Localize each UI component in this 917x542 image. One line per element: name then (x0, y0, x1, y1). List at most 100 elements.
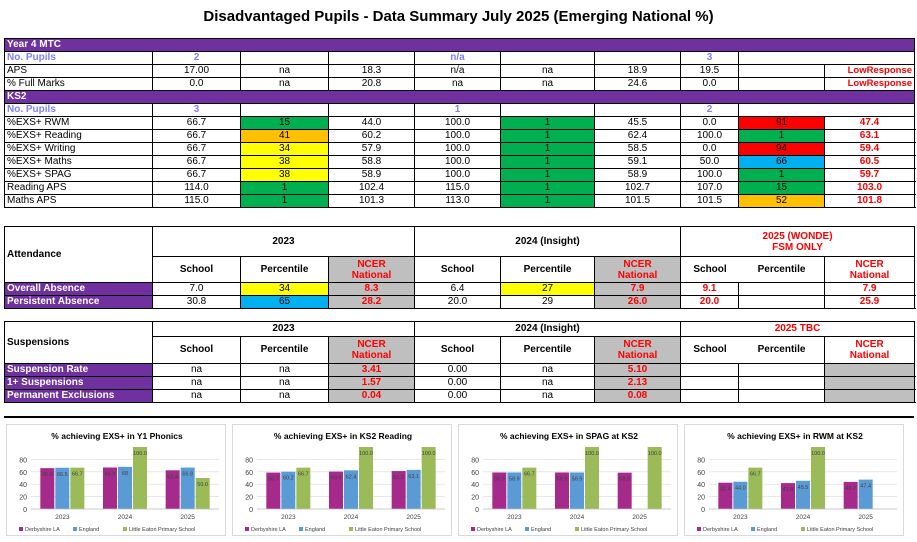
bar-derbyshire-la (843, 481, 858, 509)
value-cell: 20.8 (328, 77, 415, 91)
y-tick-label: 20 (471, 495, 479, 502)
pupils-2025: 2 (680, 103, 739, 117)
data-label: 66.7 (72, 472, 83, 478)
data-label: 68 (122, 471, 128, 477)
legend-swatch (245, 527, 249, 531)
percentile-2025 (738, 376, 826, 390)
school-2024: 100.0 (414, 129, 501, 143)
bar-england (507, 472, 522, 509)
blank-cell (594, 51, 681, 65)
bar-derbyshire-la (391, 471, 406, 509)
bar-little-eaton-primary-school (359, 447, 373, 509)
percentile-2024: 1 (500, 194, 595, 208)
section-header-ks2: KS2 (3, 90, 916, 104)
value-cell: n/a (414, 64, 501, 78)
school-2023: 66.7 (152, 142, 241, 156)
pupils-2023: 3 (152, 103, 241, 117)
national-2024: 58.5 (594, 142, 681, 156)
school-2024: 100.0 (414, 155, 501, 169)
legend-label: Little Eaton Primary School (581, 527, 647, 533)
school-2025: 101.5 (680, 194, 739, 208)
section-header-y4: Year 4 MTC (3, 38, 916, 52)
y-tick-label: 0 (701, 507, 705, 514)
susp-year-2023: 2023 (151, 321, 416, 337)
percentile-2025: 66 (738, 155, 825, 169)
ncer-2023: 0.04 (327, 389, 416, 403)
y-tick-label: 60 (19, 470, 27, 477)
page-title: Disadvantaged Pupils - Data Summary July… (203, 8, 714, 25)
percentile-2024: 1 (500, 142, 595, 156)
row-label: %EXS+ RWM (4, 116, 153, 130)
att-percentile-2024: Percentile (500, 256, 596, 283)
percentile-2024: 1 (500, 181, 595, 195)
national-2023: 102.4 (328, 181, 415, 195)
data-label: 66.7 (750, 472, 761, 478)
percentile-2023: 15 (240, 116, 329, 130)
school-2023: na (152, 363, 241, 377)
y-tick-label: 60 (245, 470, 253, 477)
legend-label: Little Eaton Primary School (355, 527, 421, 533)
legend-swatch (751, 527, 755, 531)
bar-england (344, 470, 358, 509)
section-divider (4, 416, 914, 418)
suspensions-row-label: Permanent Exclusions (4, 389, 153, 403)
data-label: 42.4 (720, 487, 731, 493)
susp-percentile-2024: Percentile (500, 336, 596, 364)
value-cell: 0.0 (680, 77, 739, 91)
chart-title: % achieving EXS+ in RWM at KS2 (727, 431, 863, 441)
bar-derbyshire-la (617, 472, 632, 509)
legend-swatch (73, 527, 77, 531)
data-label: 100.0 (133, 451, 147, 457)
value-cell: 24.6 (594, 77, 681, 91)
ncer-2023: 1.57 (327, 376, 416, 390)
school-2024: 100.0 (414, 116, 501, 130)
attendance-row-label: Overall Absence (4, 282, 153, 296)
bar-england (570, 472, 584, 509)
national-2025: 101.8 (823, 194, 916, 208)
value-cell: na (240, 77, 329, 91)
y-tick-label: 80 (471, 457, 479, 464)
att-ncer-2023: NCER National (327, 256, 416, 283)
percentile-2025 (738, 389, 826, 403)
data-label: 60.2 (283, 476, 294, 482)
value-cell: na (414, 77, 501, 91)
national-2023: 57.9 (328, 142, 415, 156)
att-ncer-2024: NCER National (594, 256, 682, 283)
legend-label: Derbyshire LA (251, 527, 286, 533)
school-2023: 66.7 (152, 168, 241, 182)
percentile-2025 (738, 363, 826, 377)
bar-derbyshire-la (781, 483, 795, 509)
data-label: 66.8 (182, 472, 193, 478)
chart-ks2-reading: % achieving EXS+ in KS2 Reading 0 20 40 60 80… (232, 424, 452, 536)
data-label: 58.9 (494, 476, 505, 482)
bar-little-eaton-primary-school (585, 447, 599, 509)
ncer-2024: 0.08 (594, 389, 682, 403)
percentile-2025: 15 (738, 181, 825, 195)
ncer-2025 (824, 389, 916, 403)
school-2024: 20.0 (414, 295, 502, 309)
percentile-2025: 1 (738, 168, 825, 182)
national-2024: 101.5 (594, 194, 681, 208)
att-ncer-2025: NCER National (824, 256, 916, 283)
legend-swatch (575, 527, 579, 531)
legend-label: Derbyshire LA (477, 527, 512, 533)
blank-cell (594, 103, 681, 117)
bar-derbyshire-la (555, 472, 569, 509)
susp-year-2024: 2024 (Insight) (414, 321, 682, 337)
blank-cell (500, 103, 595, 117)
school-2023: 114.0 (152, 181, 241, 195)
percentile-2023: 41 (240, 129, 329, 143)
susp-school-2025: School Percentile (680, 336, 826, 364)
percentile-2025 (738, 282, 826, 296)
school-2025: 100.0 (680, 129, 739, 143)
y-tick-label: 40 (19, 482, 27, 489)
national-2024: 102.7 (594, 181, 681, 195)
bar-little-eaton-primary-school (70, 467, 85, 509)
data-label: 60.4 (331, 476, 342, 482)
x-tick-label: 2025 (858, 514, 873, 521)
value-cell: na (500, 64, 595, 78)
susp-school-2024: School (414, 336, 502, 364)
school-2024: 0.00 (414, 363, 502, 377)
pupils-label: No. Pupils (4, 103, 153, 117)
legend-label: Derbyshire LA (703, 527, 738, 533)
